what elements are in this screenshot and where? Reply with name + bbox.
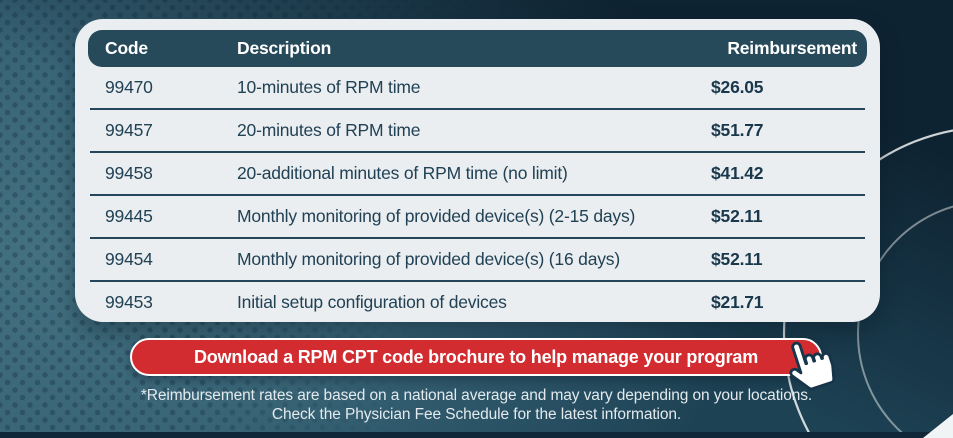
cpt-code-table-card: Code Description Reimbursement 99470 10-… <box>75 19 880 322</box>
table-header: Code Description Reimbursement <box>88 30 867 67</box>
table-body: 99470 10-minutes of RPM time $26.05 9945… <box>90 67 865 323</box>
cpt-code: 99453 <box>105 292 153 312</box>
reimbursement-amount: $52.11 <box>711 249 763 269</box>
hand-cursor-icon <box>789 341 836 391</box>
table-row: 99445 Monthly monitoring of provided dev… <box>90 196 865 239</box>
table-row: 99457 20-minutes of RPM time $51.77 <box>90 110 865 153</box>
cpt-code: 99457 <box>105 120 153 140</box>
table-row: 99470 10-minutes of RPM time $26.05 <box>90 67 865 110</box>
download-brochure-label: Download a RPM CPT code brochure to help… <box>193 346 759 367</box>
code-description: Monthly monitoring of provided device(s)… <box>237 249 620 269</box>
code-description: 10-minutes of RPM time <box>237 77 421 97</box>
footnote-line-2: Check the Physician Fee Schedule for the… <box>271 406 682 424</box>
reimbursement-amount: $52.11 <box>711 206 763 226</box>
code-description: Initial setup configuration of devices <box>237 292 507 312</box>
cpt-code: 99454 <box>105 249 153 269</box>
header-reimbursement: Reimbursement <box>727 38 857 58</box>
bottom-accent-bar <box>0 432 953 438</box>
corner-triangle-decoration <box>923 414 953 438</box>
footnote-line-1: *Reimbursement rates are based on a nati… <box>140 387 813 404</box>
reimbursement-amount: $41.42 <box>711 163 764 183</box>
table-row: 99458 20-additional minutes of RPM time … <box>90 153 865 196</box>
code-description: Monthly monitoring of provided device(s)… <box>237 206 636 226</box>
reimbursement-amount: $51.77 <box>711 120 764 140</box>
reimbursement-amount: $26.05 <box>711 77 764 97</box>
footnote: *Reimbursement rates are based on a nati… <box>0 386 953 425</box>
cpt-code: 99458 <box>105 163 153 183</box>
header-description: Description <box>237 38 332 58</box>
reimbursement-amount: $21.71 <box>711 292 764 312</box>
code-description: 20-additional minutes of RPM time (no li… <box>237 163 568 183</box>
table-row: 99453 Initial setup configuration of dev… <box>90 282 865 323</box>
download-brochure-button[interactable]: Download a RPM CPT code brochure to help… <box>130 338 836 391</box>
cpt-code: 99470 <box>105 77 153 97</box>
table-row: 99454 Monthly monitoring of provided dev… <box>90 239 865 282</box>
code-description: 20-minutes of RPM time <box>237 120 421 140</box>
header-code: Code <box>105 38 148 58</box>
cpt-code: 99445 <box>105 206 153 226</box>
